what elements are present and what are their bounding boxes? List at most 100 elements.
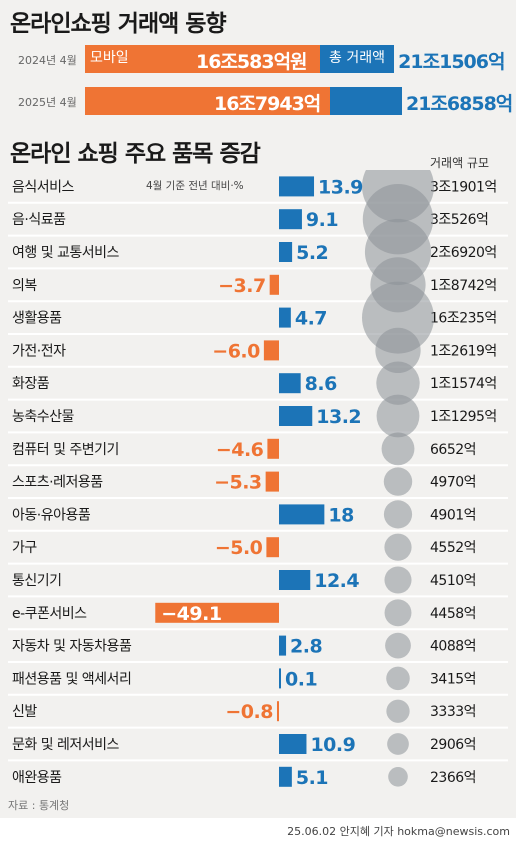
total-bar-2024 (319, 45, 395, 73)
size-label: 1조8742억 (430, 278, 497, 294)
size-bubble (384, 599, 412, 627)
category-label: 여행 및 교통서비스 (12, 245, 120, 261)
mobile-bar-2024 (85, 45, 320, 73)
size-bubble (388, 766, 408, 787)
value-label: 9.1 (306, 209, 338, 231)
size-label: 2366억 (430, 770, 476, 786)
category-label: e-쿠폰서비스 (12, 606, 87, 622)
value-label: 5.1 (296, 767, 328, 789)
value-bar (279, 209, 302, 230)
total-legend-label: 총 거래액 (329, 50, 385, 66)
value-bar (263, 340, 279, 361)
category-label: 의복 (12, 278, 37, 294)
size-label: 3415억 (430, 671, 476, 687)
value-bar (279, 373, 301, 394)
size-label: 2906억 (430, 737, 476, 753)
size-bubble (386, 666, 410, 691)
value-bar (279, 504, 325, 525)
category-label: 음식서비스 (12, 179, 75, 195)
value-bar (279, 307, 291, 328)
mobile-value-2024: 16조583억원 (196, 51, 308, 73)
size-bubble (376, 361, 420, 405)
category-label: 통신기기 (12, 573, 62, 589)
size-bubble (387, 733, 409, 755)
size-label: 4552억 (430, 540, 476, 556)
size-bubble (384, 566, 412, 594)
value-bar (265, 471, 279, 492)
main-title: 온라인쇼핑 거래액 동향 (10, 11, 227, 37)
credit-line: 25.06.02 안지혜 기자 hokma@newsis.com (287, 825, 510, 838)
mobile-value-2025: 16조7943억 (214, 93, 321, 115)
category-label: 가전·전자 (12, 343, 66, 359)
value-bar (155, 602, 279, 623)
value-bar (279, 406, 313, 426)
category-label: 자동차 및 자동차용품 (12, 639, 132, 655)
category-label: 아동·유아용품 (12, 507, 91, 523)
category-label: 컴퓨터 및 주변기기 (12, 442, 119, 458)
size-label: 4458억 (430, 606, 476, 622)
category-label: 음·식료품 (12, 212, 66, 228)
total-value-2024: 21조1506억 (398, 51, 505, 73)
value-bar (279, 570, 311, 590)
value-label: 13.9 (318, 176, 363, 198)
value-label: 2.8 (290, 636, 322, 658)
value-bar (266, 537, 279, 558)
category-label: 패션용품 및 액세서리 (12, 671, 131, 687)
size-label: 1조1574억 (430, 376, 497, 392)
value-bar (279, 635, 287, 656)
size-bubble (383, 467, 413, 496)
value-label: 5.2 (296, 242, 328, 264)
mobile-bar-2025 (85, 87, 331, 115)
footer-bar (0, 818, 516, 843)
value-bar (279, 176, 315, 197)
category-label: 화장품 (12, 376, 50, 392)
mobile-legend-label: 모바일 (90, 50, 129, 66)
value-label: −5.0 (215, 537, 263, 559)
year-label-2024: 2024년 4월 (18, 54, 77, 67)
size-bubble (375, 327, 421, 374)
size-bubble (362, 281, 434, 354)
size-bubble (376, 394, 420, 438)
total-bar-2025 (330, 87, 402, 115)
value-label: 0.1 (285, 668, 317, 690)
size-label: 1조2619억 (430, 343, 497, 359)
size-label: 4970억 (430, 475, 476, 491)
value-label: −4.6 (216, 439, 264, 461)
category-label: 생활용품 (12, 311, 62, 327)
size-bubble (384, 533, 412, 561)
category-label: 가구 (12, 540, 37, 556)
value-label: −3.7 (218, 275, 266, 297)
category-label: 애완용품 (12, 770, 62, 786)
value-label: 10.9 (310, 734, 355, 756)
size-bubble (383, 500, 413, 529)
value-label: −5.3 (214, 472, 262, 494)
size-label: 4901억 (430, 507, 476, 523)
category-label: 문화 및 레저서비스 (12, 737, 120, 753)
value-bar (267, 438, 279, 459)
value-bar (279, 668, 281, 689)
size-label: 2조6920억 (430, 245, 497, 261)
size-label: 4510억 (430, 573, 476, 589)
size-bubble (385, 632, 411, 659)
chart-note: 4월 기준 전년 대비·% (146, 180, 244, 192)
size-bubble (381, 432, 415, 466)
category-label: 스포츠·레저용품 (12, 475, 103, 491)
category-label: 농축수산물 (12, 409, 75, 425)
value-label: 13.2 (316, 406, 361, 428)
value-label: −49.1 (161, 603, 221, 625)
value-bar (279, 734, 307, 754)
section-title: 온라인 쇼핑 주요 품목 증감 (10, 141, 261, 167)
value-label: 18 (328, 504, 354, 526)
value-label: −0.8 (225, 701, 273, 723)
value-bar (276, 701, 279, 722)
size-label: 3333억 (430, 704, 476, 720)
value-bar (269, 274, 279, 295)
value-label: 4.7 (295, 308, 327, 330)
size-label: 4088억 (430, 639, 476, 655)
size-bubble (386, 699, 410, 723)
size-label: 6652억 (430, 442, 476, 458)
size-column-header: 거래액 규모 (430, 156, 490, 170)
value-bar (279, 766, 292, 787)
size-label: 16조235억 (430, 311, 497, 327)
